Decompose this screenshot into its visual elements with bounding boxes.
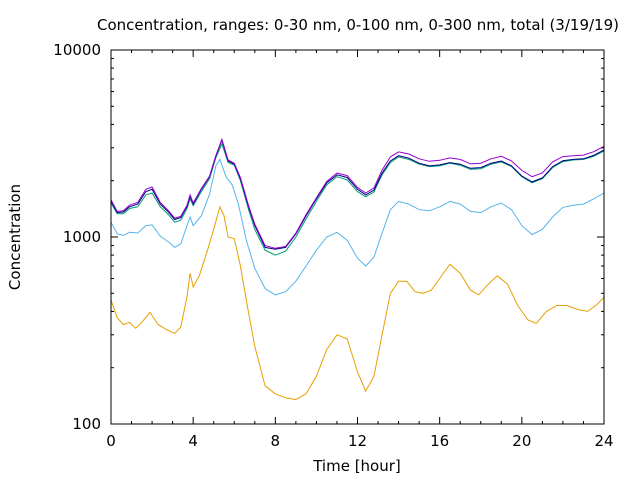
- series-line-2: [110, 158, 605, 296]
- series-layer: [110, 137, 605, 401]
- y-tick-label: 1000: [63, 228, 101, 246]
- x-tick-label: 16: [430, 432, 449, 450]
- x-axis-label: Time [hour]: [312, 457, 401, 475]
- series-line-4: [110, 138, 605, 250]
- series-line-5: [110, 137, 605, 249]
- series-line-3: [110, 142, 605, 256]
- x-tick-label: 24: [594, 432, 613, 450]
- x-tick-label: 8: [271, 432, 281, 450]
- plot-frame: [110, 49, 605, 425]
- x-tick-label: 0: [106, 432, 116, 450]
- x-tick-label: 20: [512, 432, 531, 450]
- y-tick-label: 100: [72, 415, 101, 433]
- y-tick-label: 10000: [53, 41, 101, 59]
- axis-ticks: 0 4 8 12 16 20 24 100 1000 10000: [53, 41, 613, 450]
- chart-title: Concentration, ranges: 0-30 nm, 0-100 nm…: [97, 16, 619, 34]
- x-tick-label: 4: [188, 432, 198, 450]
- x-tick-label: 12: [348, 432, 367, 450]
- y-axis-label: Concentration: [6, 184, 24, 290]
- series-line-1: [110, 205, 605, 401]
